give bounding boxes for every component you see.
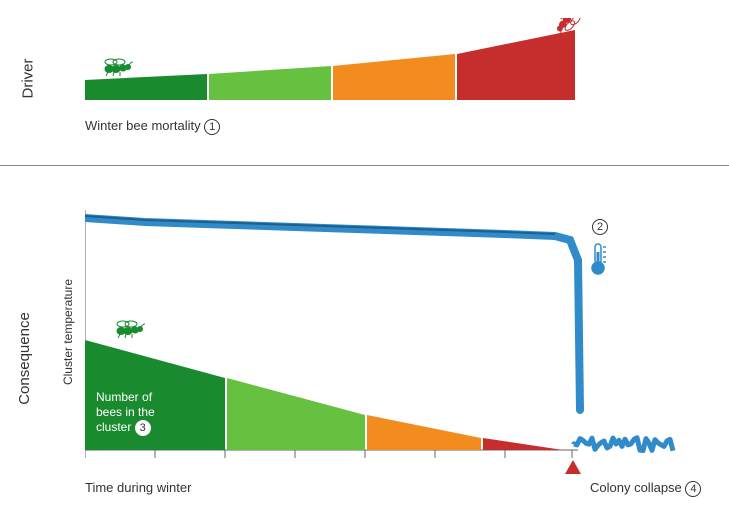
- collapse-marker-icon: [565, 460, 581, 474]
- bees-segment: [227, 378, 365, 450]
- driver-segment: [457, 30, 575, 100]
- driver-segment: [209, 66, 331, 100]
- section-divider: [0, 165, 729, 166]
- driver-label: Driver: [20, 59, 37, 99]
- driver-segment: [333, 54, 455, 100]
- bees-segment: [483, 438, 563, 450]
- temperature-noise: [574, 438, 673, 451]
- thermometer-icon: [592, 244, 606, 274]
- marker-2-holder: 2: [592, 218, 608, 236]
- bees-in-cluster-caption: Number of bees in the cluster 3: [96, 390, 155, 436]
- bees-line3: cluster: [96, 420, 131, 434]
- bee-live-icon: [117, 321, 145, 338]
- colony-collapse-caption: Colony collapse 4: [590, 480, 701, 497]
- marker-3: 3: [135, 420, 151, 436]
- marker-4: 4: [685, 481, 701, 497]
- winter-mortality-text: Winter bee mortality: [85, 118, 201, 133]
- bee-live-icon: [105, 59, 133, 76]
- driver-segment: [85, 74, 207, 100]
- bees-line1: Number of: [96, 390, 155, 405]
- consequence-label: Consequence: [16, 312, 33, 405]
- cluster-temp-label: Cluster temperature: [61, 279, 75, 385]
- consequence-chart: [85, 210, 695, 500]
- bees-segment: [367, 415, 481, 450]
- colony-collapse-text: Colony collapse: [590, 480, 682, 495]
- winter-mortality-caption: Winter bee mortality 1: [85, 118, 220, 135]
- marker-2: 2: [592, 219, 608, 235]
- marker-1: 1: [204, 119, 220, 135]
- bees-line2: bees in the: [96, 405, 155, 420]
- time-axis-caption: Time during winter: [85, 480, 191, 495]
